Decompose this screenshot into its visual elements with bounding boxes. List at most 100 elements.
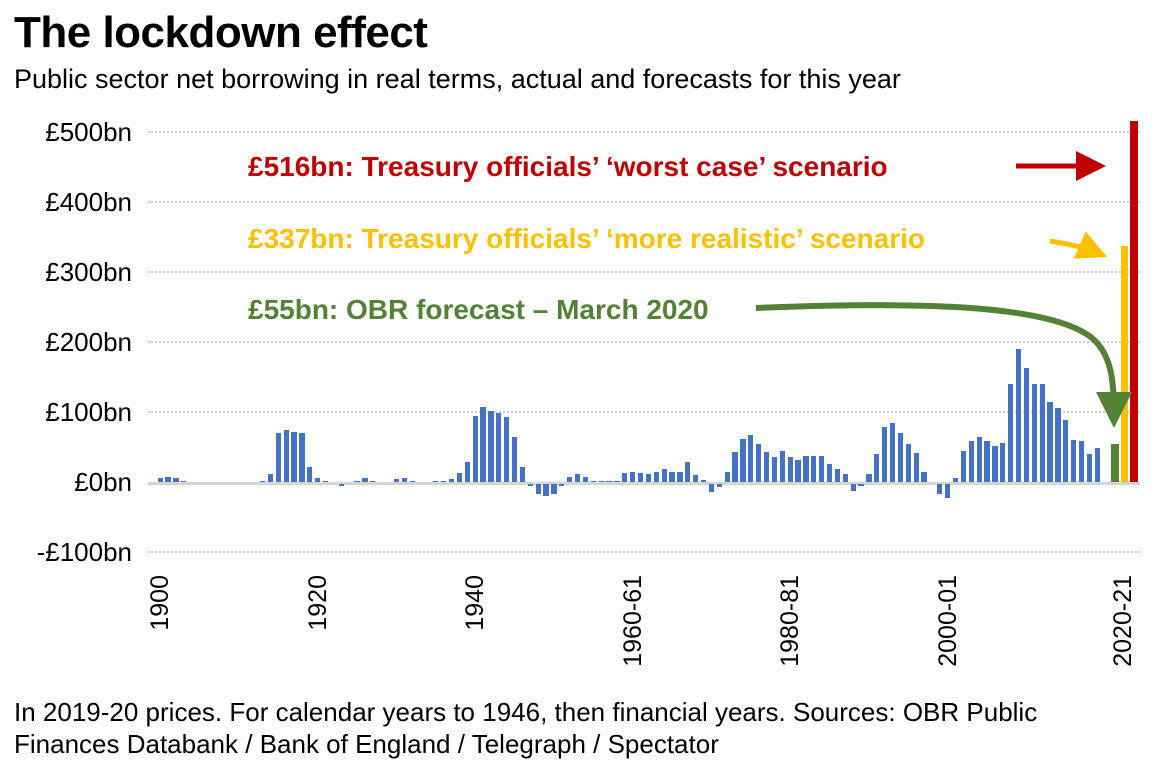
bar-2004 xyxy=(976,437,982,482)
bar-1945 xyxy=(511,437,518,482)
bar-1930 xyxy=(393,478,400,482)
forecast-bar-0 xyxy=(1111,443,1119,482)
bar-1921 xyxy=(322,480,329,482)
gridline-500 xyxy=(148,131,1140,133)
y-axis-label: £100bn xyxy=(45,397,132,427)
chart-title: The lockdown effect xyxy=(14,8,428,57)
x-axis-line xyxy=(148,482,1140,485)
bar-1949 xyxy=(543,484,549,496)
gridline-200 xyxy=(148,341,1140,343)
y-axis-label: £200bn xyxy=(45,327,132,357)
bar-1916 xyxy=(283,430,289,482)
annotation-more-realistic: £337bn: Treasury officials’ ‘more realis… xyxy=(248,223,926,254)
bar-1902 xyxy=(173,477,179,482)
bar-1971 xyxy=(716,484,722,487)
y-axis-label: -£100bn xyxy=(36,537,132,567)
bar-1989 xyxy=(858,484,864,487)
bar-1991 xyxy=(874,454,880,482)
y-axis-label: £400bn xyxy=(45,187,132,217)
bar-1984 xyxy=(819,456,825,482)
bar-1962 xyxy=(645,473,652,482)
bar-1927 xyxy=(370,480,376,482)
bar-1958 xyxy=(614,480,620,482)
x-axis-label: 1940 xyxy=(461,575,490,631)
x-axis-label: 1980-81 xyxy=(776,575,805,667)
bar-2019 xyxy=(1094,447,1100,482)
bar-2006 xyxy=(992,446,998,482)
bar-1900 xyxy=(157,477,163,482)
bar-1967 xyxy=(685,461,691,482)
bar-1961 xyxy=(637,472,644,482)
bar-2009 xyxy=(1015,349,1022,482)
bar-1941 xyxy=(480,407,486,482)
bar-1918 xyxy=(299,433,305,482)
bar-1985 xyxy=(826,463,833,482)
bar-2017 xyxy=(1078,440,1085,482)
bar-1917 xyxy=(291,431,297,482)
bar-1939 xyxy=(464,462,470,482)
bar-1957 xyxy=(606,480,612,482)
x-axis-label: 1920 xyxy=(303,575,332,631)
bar-1913 xyxy=(259,480,266,482)
bar-1988 xyxy=(850,484,856,491)
bar-1937 xyxy=(448,478,455,482)
bar-2007 xyxy=(1000,442,1006,482)
bar-1931 xyxy=(401,477,407,482)
bar-1956 xyxy=(598,480,604,482)
bar-1952 xyxy=(567,477,573,482)
bar-1960 xyxy=(630,472,636,482)
bar-1919 xyxy=(307,466,313,482)
bar-1950 xyxy=(551,484,557,494)
bar-1964 xyxy=(661,469,667,482)
source-note: In 2019-20 prices. For calendar years to… xyxy=(14,697,1038,759)
bar-1923 xyxy=(338,484,344,487)
forecast-bar-1 xyxy=(1120,246,1128,482)
bar-1979 xyxy=(779,450,785,482)
bar-1972 xyxy=(724,472,730,482)
bar-1983 xyxy=(811,456,817,482)
bar-1936 xyxy=(441,480,447,482)
annotation-obr-forecast: £55bn: OBR forecast – March 2020 xyxy=(248,294,709,325)
bar-1963 xyxy=(653,472,659,482)
bar-1925 xyxy=(354,480,360,482)
bar-2011 xyxy=(1031,384,1037,482)
bar-2015 xyxy=(1063,420,1069,482)
bar-1954 xyxy=(582,477,589,482)
gridline-100 xyxy=(148,411,1140,413)
obr-forecast-arrow xyxy=(755,302,1132,428)
bar-2008 xyxy=(1008,384,1014,482)
x-axis-label: 2000-01 xyxy=(933,575,962,667)
bar-1978 xyxy=(771,456,778,482)
bar-1955 xyxy=(590,480,596,482)
bar-2016 xyxy=(1071,440,1077,482)
bar-1993 xyxy=(889,422,896,482)
gridline--100 xyxy=(148,551,1140,553)
bar-1969 xyxy=(700,479,707,482)
bar-2003 xyxy=(968,441,974,482)
bar-2000 xyxy=(945,484,951,498)
annotation-worst-case: £516bn: Treasury officials’ ‘worst case’… xyxy=(248,151,888,182)
bar-2014 xyxy=(1055,407,1061,482)
bar-1940 xyxy=(472,415,478,482)
bar-1966 xyxy=(677,471,683,482)
bar-1981 xyxy=(795,460,801,482)
bar-1942 xyxy=(488,410,494,482)
bar-2013 xyxy=(1047,401,1053,482)
bar-1965 xyxy=(669,472,675,482)
bar-1915 xyxy=(275,433,281,482)
bar-2002 xyxy=(960,450,967,482)
bar-1997 xyxy=(921,472,927,482)
gridline-400 xyxy=(148,201,1140,203)
bar-1903 xyxy=(181,480,187,482)
bar-1992 xyxy=(882,426,888,482)
bar-1944 xyxy=(504,416,510,482)
y-axis-label: £0bn xyxy=(74,467,132,497)
x-axis-label: 2020-21 xyxy=(1109,575,1137,667)
bar-1999 xyxy=(937,484,943,494)
bar-1946 xyxy=(519,466,526,482)
bar-1980 xyxy=(787,456,793,482)
bar-2018 xyxy=(1086,454,1093,482)
bar-1987 xyxy=(842,473,848,482)
